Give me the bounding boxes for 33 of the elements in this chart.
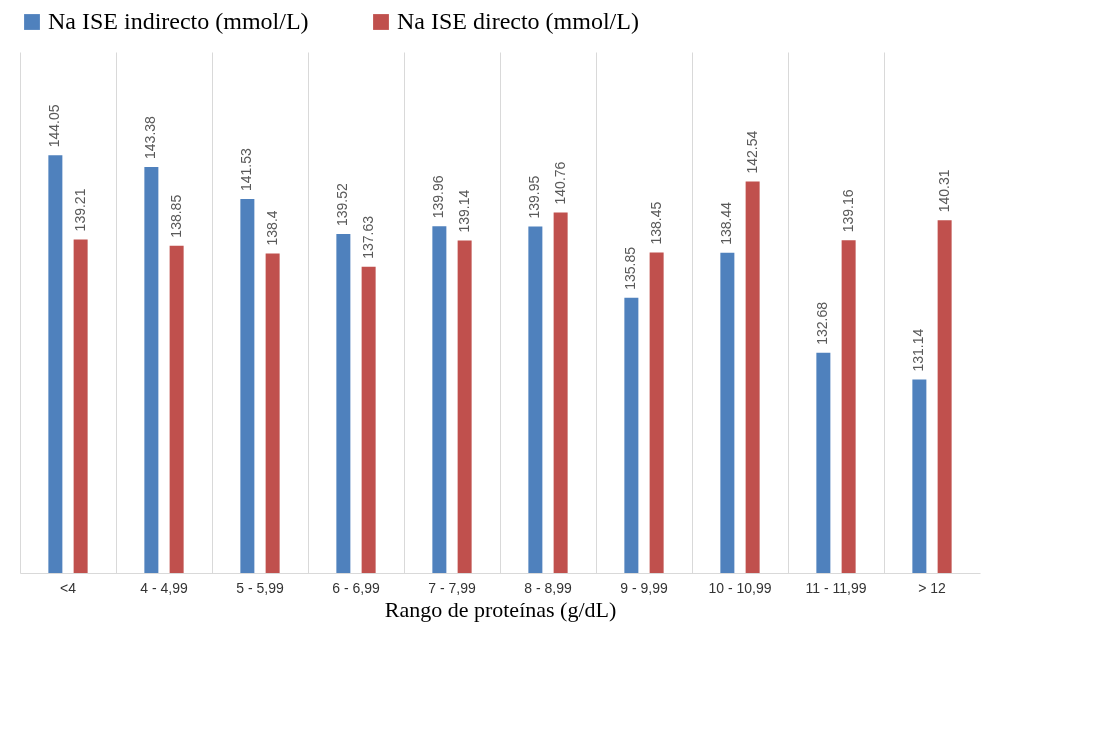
data-label: 135.85 xyxy=(622,246,639,290)
data-label: 141.53 xyxy=(238,148,255,192)
legend-label: Na ISE directo (mmol/L) xyxy=(397,8,639,34)
data-label: 138.44 xyxy=(718,201,735,245)
data-label: 137.63 xyxy=(359,215,376,259)
data-label: 139.95 xyxy=(526,175,543,219)
data-label: 139.52 xyxy=(334,182,351,226)
data-label: 139.16 xyxy=(839,189,856,233)
data-label: 139.96 xyxy=(430,175,447,219)
x-axis-title: Rango de proteínas (g/dL) xyxy=(384,596,617,622)
data-label: 144.05 xyxy=(46,104,63,148)
data-label: 132.68 xyxy=(814,301,831,345)
data-label: 138.45 xyxy=(647,201,664,245)
x-tick-label: 4 - 4,99 xyxy=(140,579,188,596)
data-label: 140.76 xyxy=(551,161,568,205)
x-tick-label: 11 - 11,99 xyxy=(805,579,867,596)
x-tick-label: 5 - 5,99 xyxy=(236,579,284,596)
x-tick-label: 9 - 9,99 xyxy=(620,579,668,596)
x-tick-label: 6 - 6,99 xyxy=(332,579,380,596)
data-label: 140.31 xyxy=(935,169,952,213)
x-tick-label: > 12 xyxy=(918,579,947,596)
data-label: 138.85 xyxy=(167,194,184,238)
data-label: 139.14 xyxy=(455,189,472,233)
data-label: 131.14 xyxy=(910,328,927,372)
x-tick-label: 7 - 7,99 xyxy=(428,579,476,596)
x-tick-label: <4 xyxy=(60,579,77,596)
legend-label: Na ISE indirecto (mmol/L) xyxy=(48,8,309,34)
x-tick-label: 10 - 10,99 xyxy=(708,579,772,596)
data-label: 143.38 xyxy=(142,115,159,159)
data-label: 142.54 xyxy=(743,130,760,174)
x-tick-label: 8 - 8,99 xyxy=(524,579,572,596)
data-label: 139.21 xyxy=(71,188,88,232)
data-label: 138.4 xyxy=(263,210,280,246)
